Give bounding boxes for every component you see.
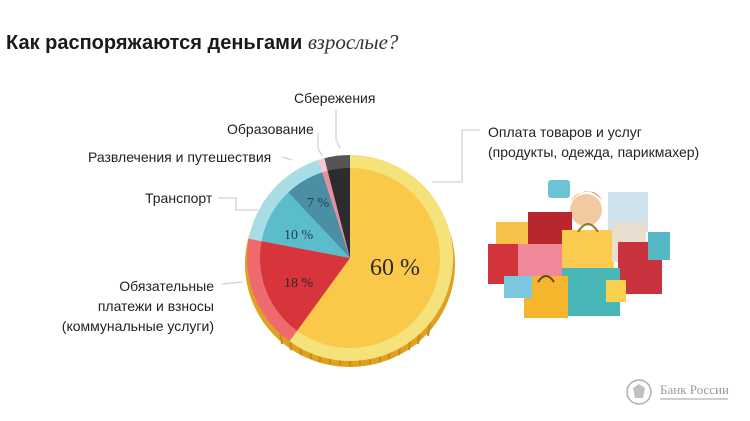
slice-label-entertainment: 7 % [307,196,330,211]
label-savings: Сбережения [294,90,376,106]
slice-label-mandatory: 18 % [284,276,314,291]
title-italic: взрослые? [307,30,399,54]
label-entertainment: Развлечения и путешествия [88,149,272,165]
callout-lines [218,110,480,285]
eagle-emblem-icon [626,379,652,405]
bank-logo-text: Банк России [660,382,729,397]
slice-goods [297,168,441,348]
label-goods-line2: (продукты, одежда, парикмахер) [488,144,700,160]
slice-education [322,170,350,258]
label-mandatory-line3: (коммунальные услуги) [61,318,214,334]
label-transport: Транспорт [145,190,213,206]
bank-logo-subline [660,398,728,400]
label-mandatory: Обязательные платежи и взносы (коммуналь… [50,276,214,336]
shopping-bags-illustration [488,180,670,318]
label-education: Образование [227,121,314,137]
page-title: Как распоряжаются деньгами взрослые? [6,30,398,55]
title-bold: Как распоряжаются деньгами [6,32,303,54]
slice-transport [261,192,350,258]
bank-logo [626,379,652,405]
slice-label-goods: 60 % [370,255,420,281]
label-goods: Оплата товаров и услуг (продукты, одежда… [488,122,699,162]
slice-mandatory [260,241,350,331]
slice-label-transport: 10 % [284,228,314,243]
slice-entertainment [288,172,350,258]
slice-savings [327,167,350,258]
label-mandatory-line1: Обязательные [119,278,214,294]
label-mandatory-line2: платежи и взносы [97,298,214,314]
label-goods-line1: Оплата товаров и услуг [488,124,642,140]
